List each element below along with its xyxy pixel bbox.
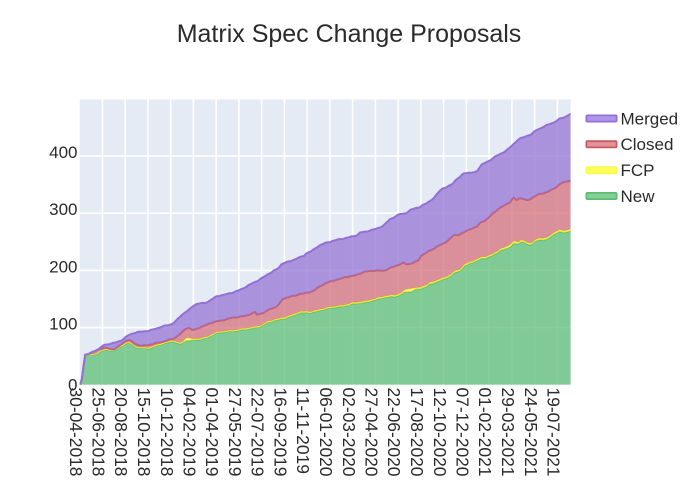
svg-text:29-03-2021: 29-03-2021 bbox=[498, 388, 518, 477]
svg-text:New: New bbox=[621, 187, 656, 206]
svg-text:25-06-2018: 25-06-2018 bbox=[89, 388, 109, 477]
svg-text:01-04-2019: 01-04-2019 bbox=[202, 388, 222, 477]
svg-text:04-02-2019: 04-02-2019 bbox=[180, 388, 200, 477]
svg-text:17-08-2020: 17-08-2020 bbox=[407, 388, 427, 477]
svg-text:12-10-2020: 12-10-2020 bbox=[430, 388, 450, 477]
svg-text:11-11-2019: 11-11-2019 bbox=[293, 388, 313, 474]
svg-text:06-01-2020: 06-01-2020 bbox=[316, 388, 336, 477]
svg-text:400: 400 bbox=[49, 143, 77, 162]
svg-text:22-06-2020: 22-06-2020 bbox=[384, 388, 404, 477]
svg-text:27-04-2020: 27-04-2020 bbox=[362, 388, 382, 477]
svg-text:27-05-2019: 27-05-2019 bbox=[225, 388, 245, 477]
svg-text:300: 300 bbox=[49, 200, 77, 219]
svg-text:07-12-2020: 07-12-2020 bbox=[453, 388, 473, 477]
svg-text:22-07-2019: 22-07-2019 bbox=[248, 388, 268, 477]
svg-text:Merged: Merged bbox=[621, 109, 679, 128]
svg-text:100: 100 bbox=[49, 315, 77, 334]
svg-text:Matrix Spec Change Proposals: Matrix Spec Change Proposals bbox=[177, 20, 522, 48]
svg-text:10-12-2018: 10-12-2018 bbox=[157, 388, 177, 477]
svg-text:20-08-2018: 20-08-2018 bbox=[111, 388, 131, 477]
svg-text:16-09-2019: 16-09-2019 bbox=[271, 388, 291, 477]
svg-text:01-02-2021: 01-02-2021 bbox=[475, 388, 495, 477]
svg-text:19-07-2021: 19-07-2021 bbox=[544, 388, 564, 477]
svg-text:30-04-2018: 30-04-2018 bbox=[66, 388, 86, 477]
svg-text:FCP: FCP bbox=[621, 161, 655, 180]
svg-text:200: 200 bbox=[49, 257, 77, 276]
svg-text:24-05-2021: 24-05-2021 bbox=[521, 388, 541, 477]
svg-text:02-03-2020: 02-03-2020 bbox=[339, 388, 359, 477]
svg-text:0: 0 bbox=[68, 375, 77, 394]
svg-text:Closed: Closed bbox=[621, 135, 674, 154]
svg-text:15-10-2018: 15-10-2018 bbox=[134, 388, 154, 477]
